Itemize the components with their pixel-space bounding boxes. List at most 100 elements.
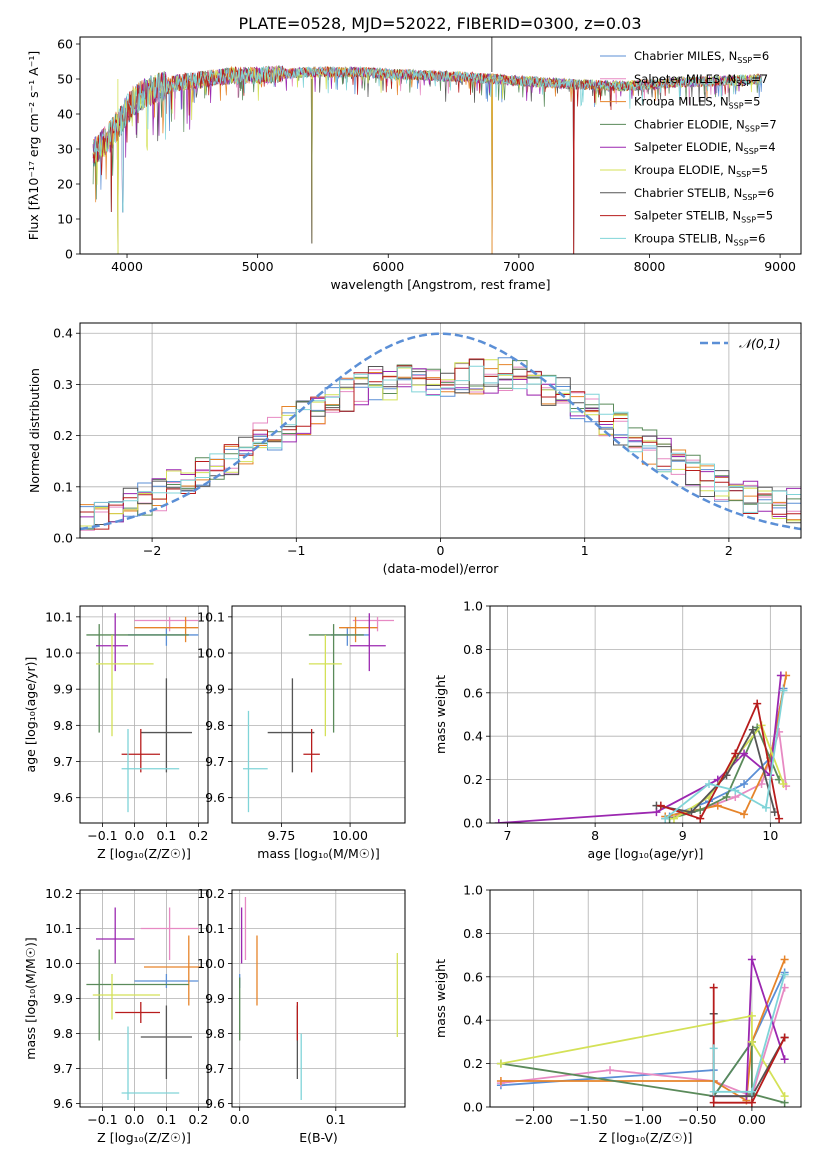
chart-panel-7: 0.0 0.1 9.6 9.7 9.8 9.9 10.0 10.1 10.2 E(B-V) bbox=[197, 886, 406, 1145]
y-tick-label: 0.0 bbox=[463, 1100, 483, 1115]
error-point bbox=[144, 935, 202, 1006]
error-point bbox=[352, 616, 395, 632]
residual-histogram bbox=[80, 358, 801, 530]
plus-marker bbox=[709, 1087, 718, 1096]
plus-marker bbox=[780, 970, 789, 979]
chart-panel-8: −2.00 −1.50 −1.00 −0.50 0.00 0.0 0.2 0.4 0.6 0.8 1… bbox=[433, 883, 802, 1145]
error-point bbox=[303, 728, 320, 773]
plus-marker bbox=[496, 1076, 505, 1085]
error-point bbox=[350, 613, 386, 672]
y-axis-label: age [log₁₀(age/yr)] bbox=[23, 657, 38, 773]
plus-marker bbox=[496, 1059, 505, 1068]
y-tick-label: 10.1 bbox=[45, 921, 73, 936]
plot-area bbox=[232, 606, 405, 823]
x-tick-label: 0.0 bbox=[124, 828, 144, 843]
legend-label: Chabrier MILES, NSSP=6 bbox=[634, 49, 769, 65]
y-tick-label: 0.0 bbox=[53, 531, 73, 546]
y-tick-label: 10.2 bbox=[45, 886, 73, 901]
y-tick-label: 1.0 bbox=[463, 599, 483, 614]
x-tick-label: −1 bbox=[287, 543, 305, 558]
plus-marker bbox=[747, 1011, 756, 1020]
legend-label: Chabrier STELIB, NSSP=6 bbox=[634, 186, 774, 202]
plus-marker bbox=[709, 983, 718, 992]
plus-marker bbox=[780, 983, 789, 992]
legend-label: Kroupa STELIB, NSSP=6 bbox=[634, 231, 765, 247]
x-tick-label: 10.00 bbox=[332, 828, 368, 843]
y-tick-label: 0.4 bbox=[53, 326, 73, 341]
residual-histogram bbox=[80, 365, 801, 529]
legend-label: Kroupa MILES, NSSP=5 bbox=[634, 95, 760, 111]
plus-marker bbox=[779, 779, 788, 788]
y-tick-label: 9.6 bbox=[53, 1096, 73, 1111]
y-tick-label: 0.2 bbox=[463, 772, 483, 787]
plot-frame bbox=[79, 322, 802, 539]
plus-marker bbox=[494, 819, 503, 823]
x-axis-label: E(B-V) bbox=[299, 1130, 338, 1145]
x-tick-label: 1 bbox=[581, 543, 589, 558]
error-point bbox=[140, 907, 199, 960]
plus-marker bbox=[747, 1098, 756, 1107]
y-axis-label: Normed distribution bbox=[27, 368, 42, 493]
y-tick-label: 9.7 bbox=[205, 754, 225, 769]
error-point bbox=[115, 1002, 160, 1023]
plot-frame bbox=[79, 605, 209, 824]
y-tick-label: 0.4 bbox=[463, 729, 483, 744]
plot-frame bbox=[79, 889, 209, 1108]
y-tick-label: 10.2 bbox=[197, 886, 225, 901]
x-tick-label: 0.1 bbox=[326, 1112, 346, 1127]
error-point bbox=[308, 624, 364, 733]
y-tick-label: 10.1 bbox=[197, 609, 225, 624]
chart-panel-1: 4000 5000 6000 7000 8000 9000 0 10 20 30 40 50 60 wav… bbox=[26, 36, 802, 292]
x-tick-label: 6000 bbox=[372, 259, 404, 274]
error-point bbox=[86, 624, 189, 733]
plot-frame bbox=[231, 889, 406, 1108]
error-point bbox=[134, 616, 199, 643]
plus-marker bbox=[731, 786, 740, 795]
plus-marker bbox=[713, 801, 722, 810]
y-tick-label: 20 bbox=[57, 177, 73, 192]
x-tick-label: −2 bbox=[143, 543, 161, 558]
chart-panel-4: 9.75 10.00 9.6 9.7 9.8 9.9 10.0 10.1 mass [log₁₀… bbox=[197, 605, 406, 861]
y-tick-label: 9.9 bbox=[205, 991, 225, 1006]
plus-marker bbox=[780, 1055, 789, 1064]
x-tick-label: 5000 bbox=[242, 259, 274, 274]
x-axis-label: age [log₁₀(age/yr)] bbox=[588, 846, 704, 861]
x-tick-label: 0.0 bbox=[124, 1112, 144, 1127]
y-tick-label: 10.1 bbox=[45, 609, 73, 624]
error-point bbox=[134, 616, 199, 632]
error-point bbox=[96, 907, 135, 964]
plus-marker bbox=[748, 725, 757, 734]
plus-marker bbox=[753, 699, 762, 708]
y-tick-label: 9.7 bbox=[53, 1061, 73, 1076]
x-tick-label: 4000 bbox=[111, 259, 143, 274]
x-tick-label: 0.2 bbox=[188, 1112, 208, 1127]
plus-marker bbox=[761, 803, 770, 812]
plot-area bbox=[490, 606, 801, 823]
legend-label: Salpeter ELODIE, NSSP=4 bbox=[634, 140, 776, 156]
spectrum-line bbox=[92, 66, 763, 254]
plus-marker bbox=[747, 955, 756, 964]
legend-label: Kroupa ELODIE, NSSP=5 bbox=[634, 163, 768, 179]
chart-panel-6: −0.1 0.0 0.1 0.2 9.6 9.7 9.8 9.9 10.0 10.1 10.2 Z [… bbox=[23, 886, 209, 1145]
error-point bbox=[121, 1026, 180, 1100]
y-tick-label: 10.0 bbox=[197, 956, 225, 971]
x-tick-label: 9.75 bbox=[268, 828, 296, 843]
y-tick-label: 9.7 bbox=[53, 754, 73, 769]
error-point bbox=[96, 634, 154, 737]
y-tick-label: 9.6 bbox=[205, 790, 225, 805]
x-tick-label: 8 bbox=[591, 828, 599, 843]
x-tick-label: 0.1 bbox=[156, 828, 176, 843]
y-tick-label: 0.8 bbox=[463, 926, 483, 941]
x-axis-label: Z [log₁₀(Z/Z☉)] bbox=[97, 846, 191, 861]
x-tick-label: −0.1 bbox=[87, 828, 117, 843]
plot-area bbox=[232, 890, 405, 1107]
mass-weight-line bbox=[498, 675, 782, 823]
y-axis-label: mass weight bbox=[433, 959, 448, 1038]
plus-marker bbox=[740, 810, 749, 819]
plus-marker bbox=[747, 1087, 756, 1096]
legend-label: Salpeter STELIB, NSSP=5 bbox=[634, 209, 773, 225]
plot-frame bbox=[489, 605, 802, 824]
x-tick-label: −2.00 bbox=[514, 1112, 552, 1127]
plus-marker bbox=[696, 805, 705, 814]
